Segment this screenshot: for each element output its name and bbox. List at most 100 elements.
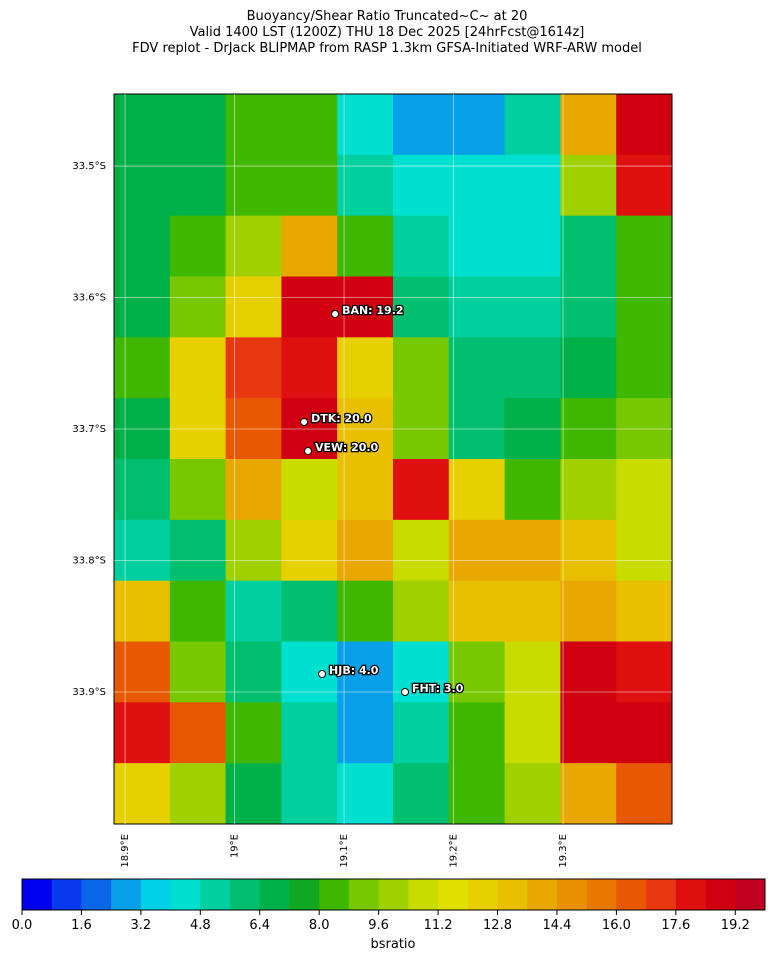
cell <box>504 94 561 156</box>
cell <box>393 702 450 764</box>
cell <box>337 641 394 703</box>
cell <box>616 763 673 825</box>
station <box>331 309 340 318</box>
colorbar-tick-label: 14.4 <box>542 918 571 933</box>
colorbar-swatch <box>319 879 350 910</box>
colorbar-swatch <box>230 879 261 910</box>
colorbar-tick-label: 12.8 <box>483 918 512 933</box>
cell <box>560 337 617 399</box>
cell <box>393 276 450 338</box>
cell <box>114 337 171 399</box>
colorbar-tick-label: 3.2 <box>131 918 152 933</box>
station-label: HJB: 4.0 <box>329 664 379 677</box>
cell <box>504 154 561 217</box>
colorbar-swatch <box>259 879 290 910</box>
cell <box>114 276 171 338</box>
colorbar-swatch <box>348 879 380 910</box>
title: FDV replot - DrJack BLIPMAP from RASP 1.… <box>132 41 642 56</box>
x-tick-label: 19.2°E <box>449 834 460 868</box>
cell <box>225 519 282 582</box>
cell <box>281 641 338 703</box>
cell <box>281 94 338 156</box>
cell <box>281 580 338 642</box>
x-tick-label: 19.1°E <box>339 834 350 868</box>
cell <box>504 702 561 764</box>
colorbar-tick-label: 1.6 <box>71 918 92 933</box>
y-tick-label: 33.6°S <box>72 293 106 304</box>
cell <box>560 154 617 217</box>
cell <box>393 459 450 521</box>
cell <box>393 154 450 217</box>
cell <box>114 702 171 764</box>
cell <box>169 276 227 338</box>
colorbar-swatch <box>81 879 112 910</box>
cell <box>448 763 506 825</box>
cell <box>114 215 171 277</box>
cell <box>448 641 506 703</box>
cell <box>225 154 282 217</box>
cell <box>169 580 227 642</box>
cell <box>114 519 171 582</box>
cell <box>616 154 673 217</box>
cell <box>504 580 561 642</box>
x-tick-label: 19°E <box>230 834 241 858</box>
cell <box>393 519 450 582</box>
cell <box>169 641 227 703</box>
cell <box>560 580 617 642</box>
cell <box>560 459 617 521</box>
y-tick-label: 33.8°S <box>72 556 106 567</box>
cell <box>560 641 617 703</box>
colorbar-swatch <box>200 879 231 910</box>
x-tick-label: 18.9°E <box>120 834 131 868</box>
title: Buoyancy/Shear Ratio Truncated~C~ at 20 <box>247 9 528 24</box>
cell <box>504 519 561 582</box>
colorbar-swatch <box>586 879 617 910</box>
cell <box>504 337 561 399</box>
colorbar-swatch <box>289 879 320 910</box>
colorbar-tick-label: 4.8 <box>190 918 211 933</box>
cell <box>225 641 282 703</box>
cell <box>114 763 171 825</box>
colorbar-frame <box>21 878 766 911</box>
cell <box>448 94 506 156</box>
colorbar-tick-label: 16.0 <box>602 918 631 933</box>
x-tick-label: 19.3°E <box>558 834 569 868</box>
cell <box>169 94 227 156</box>
cell <box>448 580 506 642</box>
cell <box>393 94 450 156</box>
cell <box>114 641 171 703</box>
cell <box>337 154 394 217</box>
cell <box>393 763 450 825</box>
cell <box>616 215 673 277</box>
station-label: DTK: 20.0 <box>311 412 372 425</box>
y-tick-label: 33.5°S <box>72 161 106 172</box>
cell <box>169 519 227 582</box>
cell <box>114 94 171 156</box>
cell <box>448 337 506 399</box>
cell <box>114 154 171 217</box>
colorbar-swatch <box>646 879 677 910</box>
colorbar-tick-label: 17.6 <box>661 918 690 933</box>
colorbar-swatch <box>556 879 588 910</box>
cell <box>169 215 227 277</box>
cell <box>504 763 561 825</box>
station <box>318 669 327 678</box>
cell <box>560 702 617 764</box>
colorbar-tick-label: 6.4 <box>249 918 270 933</box>
cell <box>448 459 506 521</box>
cell <box>169 459 227 521</box>
cell <box>560 94 617 156</box>
cell <box>225 580 282 642</box>
cell <box>225 94 282 156</box>
cell <box>225 702 282 764</box>
station <box>401 687 410 696</box>
cell <box>448 154 506 217</box>
cell <box>337 459 394 521</box>
station <box>304 446 313 455</box>
colorbar-swatch <box>616 879 647 910</box>
cell <box>281 459 338 521</box>
cell <box>393 215 450 277</box>
cell <box>281 519 338 582</box>
